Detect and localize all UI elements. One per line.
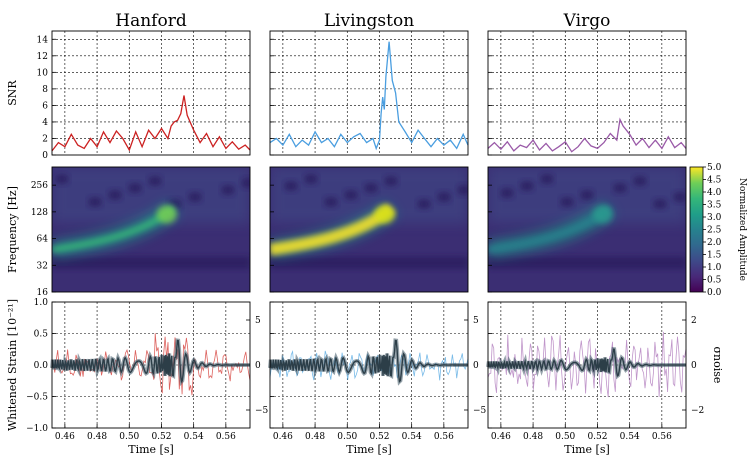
time-tick-label: 0.56 — [216, 432, 236, 442]
time-tick-label: 0.46 — [491, 432, 511, 442]
panel-title-hanford: Hanford — [115, 11, 187, 31]
strain-tick-label: −0.5 — [26, 393, 48, 403]
colorbar-tick-label: 0.0 — [707, 288, 722, 298]
panel-title-virgo: Virgo — [563, 11, 611, 31]
colorbar: 0.0 0.5 1.0 1.5 2.0 2.5 3.0 3.5 4.0 4.5 5.0 Normali… — [689, 163, 747, 298]
colorbar-tick-label: 3.5 — [707, 201, 722, 211]
template-line — [51, 339, 250, 384]
colorbar-tick-label: 5.0 — [707, 163, 722, 173]
chirp-peak — [156, 205, 177, 224]
strain-panel-virgo: −2 0 2 0.46 0.48 0.50 0.52 0.54 0.56 Time [s] — [486, 301, 704, 456]
colorbar-tick-label: 4.0 — [707, 188, 722, 198]
time-tick-label: 0.50 — [337, 432, 357, 442]
snr-line-virgo — [487, 117, 687, 153]
time-tick-label: 0.50 — [119, 432, 139, 442]
colorbar-tick-label: 2.0 — [707, 238, 722, 248]
frequency-tick-label: 256 — [31, 181, 48, 191]
sigma-noise-label: σnoise — [711, 347, 724, 384]
spectrogram-panel-virgo — [487, 166, 687, 293]
strain-tick-label: 1.0 — [34, 298, 49, 308]
strain-tick-label: 0.0 — [34, 361, 49, 371]
snr-tick-label: 14 — [37, 35, 49, 45]
time-tick-label: 0.48 — [87, 432, 107, 442]
snr-line-hanford — [51, 95, 251, 152]
snr-tick-label: 0 — [42, 151, 48, 161]
colorbar-tick-label: 1.5 — [707, 251, 722, 261]
snr-tick-label: 2 — [42, 134, 48, 144]
time-tick-label: 0.48 — [305, 432, 325, 442]
colorbar-tick-label: 0.5 — [707, 276, 722, 286]
snr-panel-hanford: 0 2 4 6 8 10 12 14 — [37, 30, 251, 161]
frequency-tick-label: 32 — [37, 261, 48, 271]
time-tick-label: 0.46 — [55, 432, 75, 442]
sigma-tick-label: 0 — [691, 361, 697, 371]
strain-tick-label: −1.0 — [26, 424, 48, 434]
frequency-ylabel: Frequency [Hz] — [6, 186, 19, 273]
sigma-tick-label: 0 — [255, 361, 261, 371]
sigma-tick-label: −5 — [473, 406, 487, 416]
frequency-tick-label: 128 — [31, 208, 48, 218]
sigma-tick-label: 2 — [691, 316, 697, 326]
colorbar-tick-label: 1.0 — [707, 263, 722, 273]
time-tick-label: 0.54 — [184, 432, 204, 442]
time-xlabel: Time [s] — [346, 443, 392, 456]
sigma-tick-label: −2 — [691, 406, 704, 416]
strain-panel-livingston: −5 0 5 0.46 0.48 0.50 0.52 0.54 0.56 Time [s] — [268, 301, 487, 456]
colorbar-label: Normalized Amplitude — [737, 178, 747, 281]
template-line — [487, 348, 686, 378]
colorbar-tick-label: 2.5 — [707, 226, 722, 236]
template-line — [269, 339, 468, 384]
time-tick-label: 0.56 — [652, 432, 672, 442]
frequency-tick-label: 64 — [37, 235, 49, 245]
time-tick-label: 0.52 — [369, 432, 389, 442]
snr-ylabel: SNR — [6, 80, 19, 106]
time-tick-label: 0.52 — [587, 432, 607, 442]
time-tick-label: 0.52 — [151, 432, 171, 442]
snr-tick-label: 4 — [42, 118, 48, 128]
time-xlabel: Time [s] — [564, 443, 610, 456]
sigma-tick-label: 5 — [473, 316, 479, 326]
sigma-tick-label: −5 — [255, 406, 269, 416]
snr-line-livingston — [269, 41, 469, 151]
snr-tick-label: 8 — [42, 85, 48, 95]
time-tick-label: 0.54 — [620, 432, 640, 442]
sigma-tick-label: 0 — [473, 361, 479, 371]
chirp-peak — [592, 205, 613, 224]
spectrogram-panel-livingston — [269, 166, 469, 293]
spectrogram-panel-hanford: 16 32 64 128 256 — [31, 166, 251, 298]
snr-tick-label: 10 — [37, 68, 49, 78]
time-tick-label: 0.54 — [402, 432, 422, 442]
sigma-tick-label: 5 — [255, 316, 261, 326]
colorbar-tick-label: 3.0 — [707, 213, 722, 223]
time-xlabel: Time [s] — [128, 443, 174, 456]
snr-tick-label: 12 — [37, 52, 48, 62]
time-tick-label: 0.48 — [523, 432, 543, 442]
chirp-peak — [374, 205, 395, 224]
time-tick-label: 0.50 — [555, 432, 575, 442]
frequency-tick-label: 16 — [37, 288, 49, 298]
time-tick-label: 0.46 — [273, 432, 293, 442]
panel-title-livingston: Livingston — [324, 11, 414, 31]
strain-panel-hanford: −1.0 −0.5 0.0 0.5 1.0 −5 0 5 0.46 0.48 0.50 0.52 0.5… — [26, 298, 268, 456]
colorbar-tick-label: 4.5 — [707, 176, 722, 186]
snr-panel-livingston — [269, 30, 469, 156]
snr-tick-label: 6 — [42, 101, 48, 111]
strain-tick-label: 0.5 — [34, 330, 49, 340]
strain-ylabel: Whitened Strain [10⁻²¹] — [6, 299, 19, 431]
snr-panel-virgo — [487, 30, 687, 156]
time-tick-label: 0.56 — [434, 432, 454, 442]
